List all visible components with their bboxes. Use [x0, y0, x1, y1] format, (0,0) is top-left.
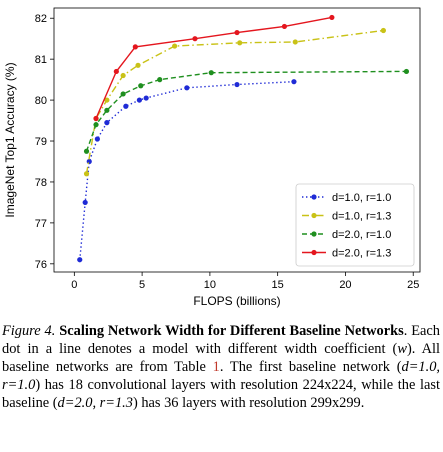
x-tick-label-4: 20	[339, 279, 351, 291]
legend: d=1.0, r=1.0 d=1.0, r=1.3 d=2.0, r=1.0 d=2.…	[295, 183, 415, 267]
y-tick-label-0: 76	[35, 259, 47, 271]
data-point-1-8	[380, 27, 386, 34]
data-point-0-9	[234, 81, 240, 88]
data-point-0-3	[94, 136, 100, 142]
data-point-0-8	[184, 85, 190, 91]
data-point-1-4	[135, 62, 141, 68]
data-point-3-3	[192, 36, 198, 42]
data-point-2-5	[157, 77, 163, 83]
data-point-2-0	[83, 148, 90, 154]
y-tick-label-2: 78	[35, 177, 47, 189]
series-1	[83, 27, 386, 177]
legend-box	[295, 183, 415, 267]
data-point-3-4	[234, 29, 240, 36]
legend-label-3: d=2.0, r=1.3	[332, 248, 391, 260]
x-tick-label-2: 10	[204, 279, 216, 291]
caption-text-3: . The first baseline network (	[219, 359, 402, 375]
caption-text-2: ). All baseline networks are from Table	[2, 341, 440, 375]
y-tick-label-5: 81	[35, 54, 47, 66]
caption-title: Scaling Network Width for Different Base…	[59, 323, 404, 339]
figure-caption: Figure 4. Scaling Network Width for Diff…	[2, 322, 440, 412]
data-point-2-3	[120, 91, 126, 97]
data-point-0-7	[143, 95, 149, 101]
legend-label-1: d=1.0, r=1.3	[332, 211, 391, 223]
data-point-1-3	[120, 72, 126, 79]
x-tick-label-3: 15	[272, 279, 284, 291]
legend-marker-2	[311, 231, 317, 237]
figure-number: Figure 4.	[2, 323, 56, 339]
data-point-2-4	[138, 83, 144, 89]
data-point-2-6	[208, 70, 214, 76]
series-2	[83, 68, 410, 154]
table-reference-link[interactable]: 1	[212, 359, 220, 375]
series-layer	[77, 14, 410, 263]
data-point-0-4	[104, 120, 110, 126]
data-point-1-7	[292, 39, 298, 45]
caption-text-1: . Each dot in a line denotes a model wit…	[2, 323, 440, 357]
data-point-0-2	[86, 158, 92, 165]
data-point-1-2	[104, 97, 110, 103]
series-3	[93, 14, 335, 122]
data-point-1-6	[237, 40, 243, 46]
data-point-3-2	[132, 44, 138, 50]
x-axis-ticks: 0 5 10 15 20 25	[71, 272, 419, 291]
y-axis-label: ImageNet Top1 Accuracy (%)	[3, 62, 17, 217]
caption-first-baseline: d=1.0, r=1.0	[2, 359, 440, 393]
y-axis-ticks: 76 77 78 79 80 81 82	[35, 13, 54, 271]
caption-text-5: ) has 36 layers with resolution 299x299.	[132, 395, 365, 411]
legend-marker-0	[311, 194, 317, 200]
data-point-1-5	[172, 43, 178, 49]
legend-marker-1	[311, 212, 317, 219]
x-tick-label-0: 0	[71, 279, 77, 291]
data-point-3-1	[113, 68, 119, 75]
data-point-0-10	[291, 79, 297, 85]
legend-label-0: d=1.0, r=1.0	[332, 192, 391, 204]
x-tick-label-1: 5	[139, 279, 145, 291]
y-tick-label-4: 80	[35, 95, 47, 107]
chart: 76 77 78 79 80 81 82 0 5 10 15 20 25 FLOPS (billion…	[3, 7, 421, 308]
y-tick-label-1: 77	[35, 218, 47, 230]
series-line-0	[79, 81, 294, 260]
legend-marker-3	[311, 249, 317, 256]
data-point-0-1	[82, 199, 88, 206]
series-line-1	[85, 29, 384, 174]
x-tick-label-5: 25	[407, 279, 419, 291]
data-point-2-2	[104, 107, 110, 113]
data-point-2-1	[93, 122, 99, 128]
plot-frame	[53, 7, 421, 273]
data-point-3-0	[93, 115, 99, 122]
data-point-0-5	[123, 103, 129, 109]
data-point-3-6	[329, 14, 335, 21]
data-point-0-0	[77, 257, 83, 263]
legend-label-2: d=2.0, r=1.0	[332, 229, 391, 241]
x-axis-label: FLOPS (billions)	[193, 294, 280, 308]
series-line-2	[85, 70, 407, 152]
y-tick-label-3: 79	[35, 136, 47, 148]
data-point-3-5	[281, 23, 288, 30]
caption-text-4: ) has 18 convolutional layers with resol…	[2, 377, 440, 411]
y-tick-label-6: 82	[35, 13, 47, 25]
data-point-1-0	[83, 171, 90, 177]
data-point-2-7	[403, 68, 410, 75]
caption-last-baseline: d=2.0, r=1.3	[57, 395, 133, 411]
caption-w: w	[397, 341, 407, 357]
data-point-0-6	[136, 97, 142, 103]
